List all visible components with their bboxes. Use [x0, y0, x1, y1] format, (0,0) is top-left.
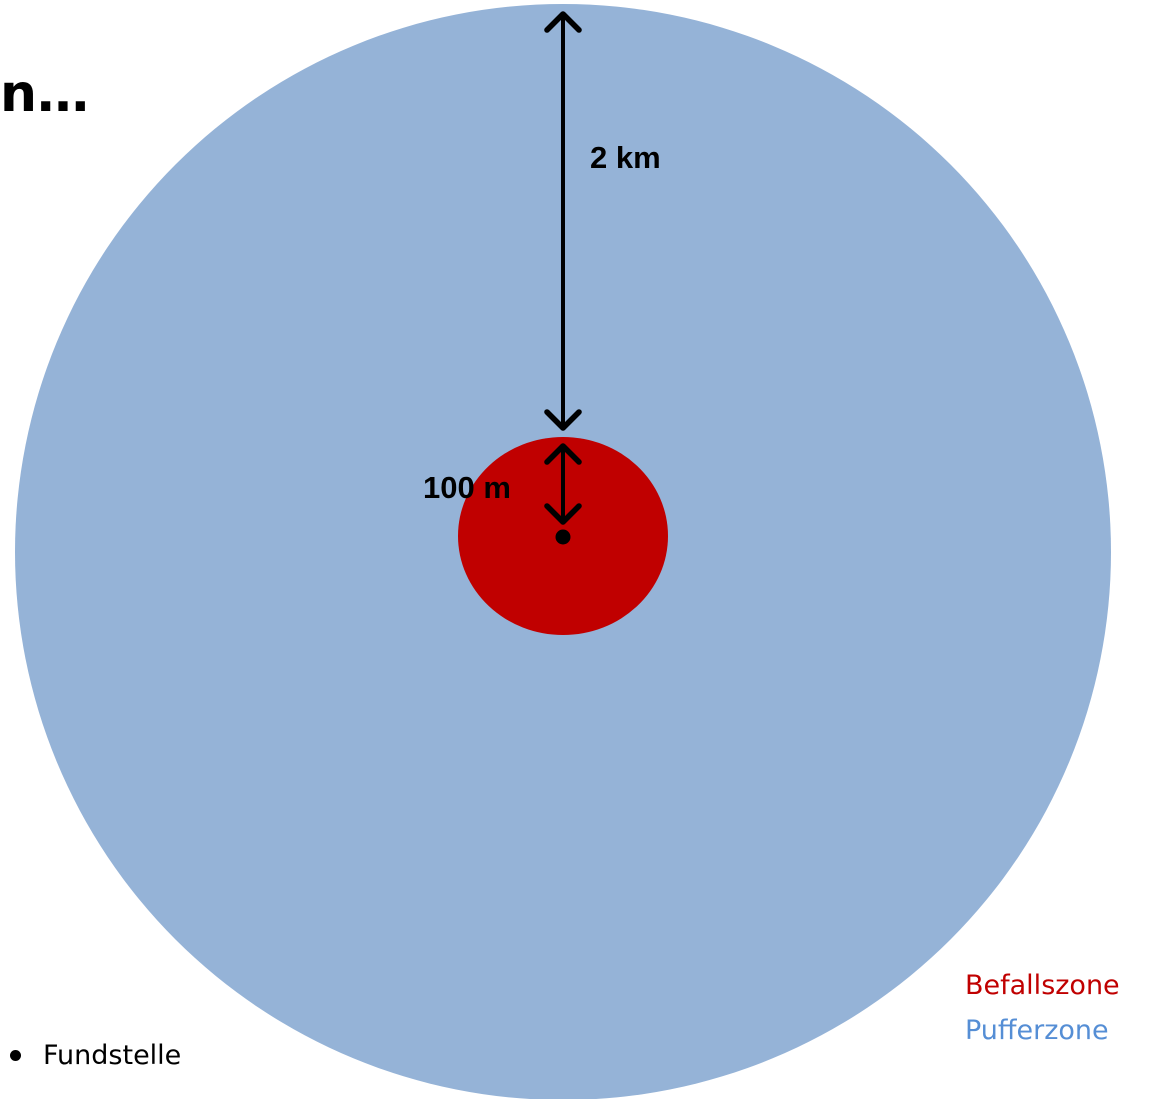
outer-distance-label: 2 km: [590, 140, 661, 175]
legend-befallszone: Befallszone: [965, 970, 1120, 1001]
site-dot-icon: [10, 1050, 21, 1061]
legend-fundstelle-label: Fundstelle: [43, 1040, 182, 1071]
site-point: [555, 529, 571, 545]
legend-fundstelle: Fundstelle: [10, 1042, 181, 1069]
inner-distance-label: 100 m: [423, 470, 511, 505]
legend-pufferzone: Pufferzone: [965, 1015, 1109, 1046]
title-fragment: n…: [0, 64, 90, 124]
